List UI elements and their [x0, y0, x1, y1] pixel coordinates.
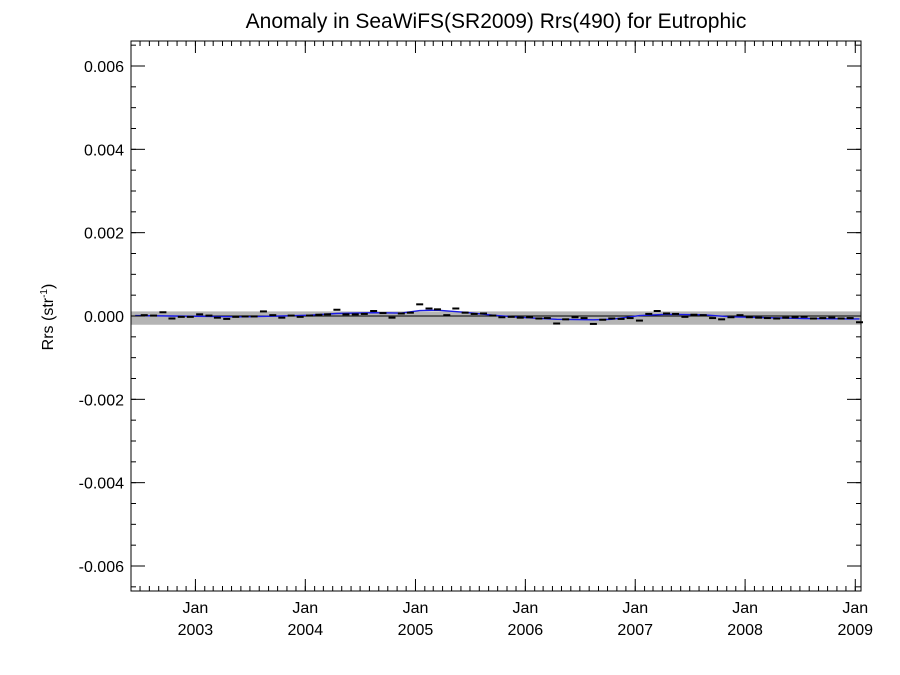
x-tick-label-month: Jan [622, 600, 648, 617]
x-tick-label-month: Jan [512, 600, 538, 617]
chart-title: Anomaly in SeaWiFS(SR2009) Rrs(490) for … [246, 10, 747, 33]
y-axis-label: Rrs (str-1) [39, 284, 57, 351]
x-tick-label-month: Jan [732, 600, 758, 617]
x-tick-label-month: Jan [842, 600, 868, 617]
x-tick-label-year: 2005 [398, 622, 434, 639]
y-tick-label: -0.002 [79, 392, 124, 409]
x-tick-label-month: Jan [292, 600, 318, 617]
y-tick-label: 0.004 [84, 142, 124, 159]
y-axis-label-superscript: -1 [39, 289, 50, 298]
x-tick-label-month: Jan [183, 600, 209, 617]
plot-area: -0.006 -0.004 -0.002 0.000 0.002 0.004 0.006 Ja… [79, 40, 873, 639]
y-axis-label-close: ) [40, 284, 57, 289]
y-tick-label: 0.000 [84, 309, 124, 326]
x-tick-label-year: 2007 [617, 622, 653, 639]
x-tick-label-year: 2004 [288, 622, 324, 639]
y-tick-label: 0.002 [84, 226, 124, 243]
y-tick-label: -0.004 [79, 476, 124, 493]
x-tick-label-year: 2008 [727, 622, 763, 639]
y-tick-label: -0.006 [79, 559, 124, 576]
y-axis-label-main: Rrs (str [40, 297, 57, 350]
x-tick-label-month: Jan [403, 600, 429, 617]
y-tick-label: 0.006 [84, 59, 124, 76]
x-tick-label-year: 2003 [178, 622, 214, 639]
x-tick-label-year: 2006 [508, 622, 544, 639]
x-tick-label-year: 2009 [837, 622, 873, 639]
